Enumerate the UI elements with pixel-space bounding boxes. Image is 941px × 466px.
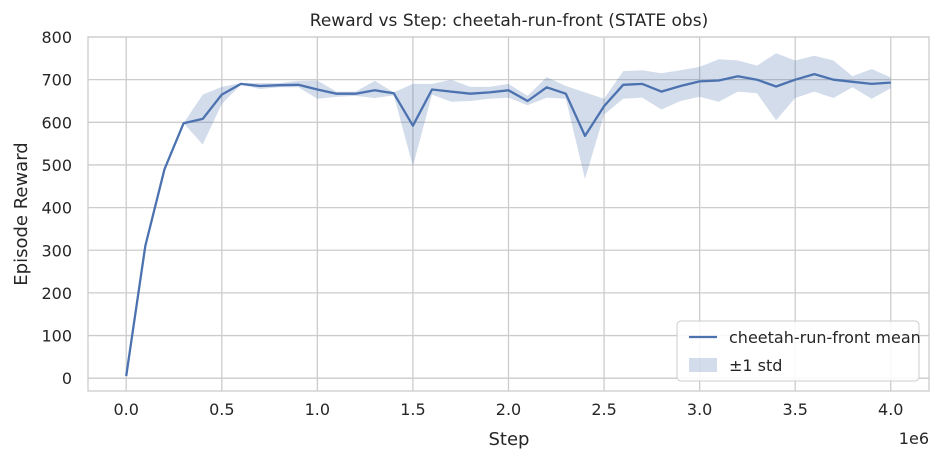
chart-title: Reward vs Step: cheetah-run-front (STATE… (310, 11, 708, 31)
y-axis-label: Episode Reward (11, 142, 32, 285)
legend: cheetah-run-front mean ±1 std (677, 321, 921, 381)
legend-label: cheetah-run-front mean (729, 328, 921, 347)
y-tick-label: 600 (41, 113, 72, 132)
y-tick-label: 300 (41, 241, 72, 260)
legend-band-swatch (689, 358, 717, 372)
x-tick-label: 1.5 (400, 400, 425, 419)
x-tick-label: 1.0 (305, 400, 330, 419)
y-tick-label: 200 (41, 284, 72, 303)
x-axis-label: Step (489, 429, 530, 450)
x-tick-label: 2.5 (591, 400, 616, 419)
y-tick-label: 400 (41, 199, 72, 218)
x-tick-label: 3.5 (782, 400, 807, 419)
x-tick-label: 3.0 (687, 400, 712, 419)
x-offset-label: 1e6 (899, 429, 929, 448)
x-tick-label: 0.0 (114, 400, 139, 419)
y-tick-label: 0 (62, 369, 72, 388)
x-tick-label: 2.0 (496, 400, 521, 419)
y-tick-label: 800 (41, 28, 72, 47)
x-tick-label: 0.5 (209, 400, 234, 419)
y-tick-label: 500 (41, 156, 72, 175)
y-tick-label: 700 (41, 71, 72, 90)
legend-label: ±1 std (729, 356, 782, 375)
x-tick-label: 4.0 (878, 400, 903, 419)
y-tick-label: 100 (41, 327, 72, 346)
